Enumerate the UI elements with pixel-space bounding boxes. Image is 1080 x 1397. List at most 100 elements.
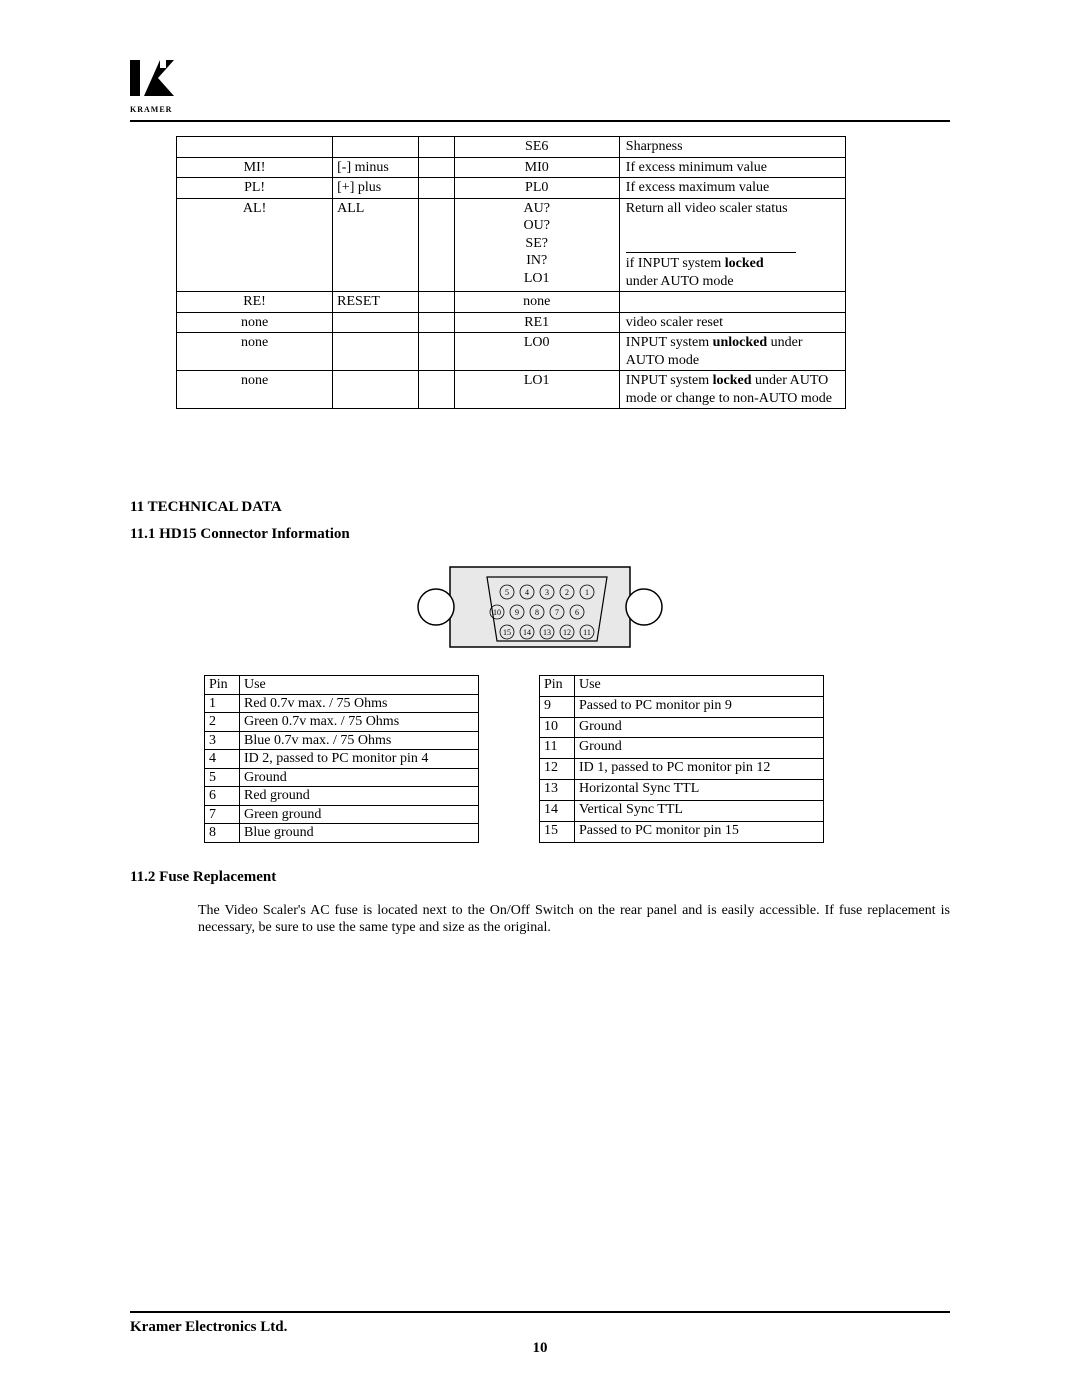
cmd-cell xyxy=(177,137,333,158)
pin-cell: 1 xyxy=(205,694,240,713)
cmd-cell xyxy=(333,312,418,333)
table-row: 12ID 1, passed to PC monitor pin 12 xyxy=(540,759,824,780)
use-cell: Vertical Sync TTL xyxy=(575,800,824,821)
cmd-cell: LO0 xyxy=(454,333,619,371)
pin-header: Pin xyxy=(540,676,575,697)
pin-cell: 14 xyxy=(540,800,575,821)
use-cell: Green ground xyxy=(240,805,479,824)
svg-text:11: 11 xyxy=(583,628,591,637)
use-cell: Green 0.7v max. / 75 Ohms xyxy=(240,713,479,732)
footer-rule xyxy=(130,1311,950,1313)
cmd-cell: none xyxy=(177,312,333,333)
use-cell: ID 1, passed to PC monitor pin 12 xyxy=(575,759,824,780)
cmd-cell: SE6 xyxy=(454,137,619,158)
cmd-cell xyxy=(418,198,454,292)
use-cell: Red ground xyxy=(240,787,479,806)
table-row: 8Blue ground xyxy=(205,824,479,843)
table-row: noneLO0INPUT system unlocked under AUTO … xyxy=(177,333,846,371)
use-cell: Passed to PC monitor pin 15 xyxy=(575,821,824,842)
pin-cell: 11 xyxy=(540,738,575,759)
svg-text:3: 3 xyxy=(545,588,549,597)
cmd-cell xyxy=(418,178,454,199)
cmd-cell: RESET xyxy=(333,292,418,313)
pin-header: Pin xyxy=(205,676,240,695)
pin-tables-container: PinUse1Red 0.7v max. / 75 Ohms2Green 0.7… xyxy=(204,675,824,843)
use-header: Use xyxy=(575,676,824,697)
pin-cell: 5 xyxy=(205,768,240,787)
use-cell: Blue ground xyxy=(240,824,479,843)
svg-text:15: 15 xyxy=(503,628,511,637)
table-row: PL![+] plusPL0If excess maximum value xyxy=(177,178,846,199)
pin-table-left: PinUse1Red 0.7v max. / 75 Ohms2Green 0.7… xyxy=(204,675,479,843)
cmd-cell: If excess minimum value xyxy=(619,157,845,178)
table-row: AL!ALLAU?OU?SE?IN?LO1Return all video sc… xyxy=(177,198,846,292)
cmd-cell xyxy=(333,137,418,158)
cmd-cell: RE! xyxy=(177,292,333,313)
table-row: 2Green 0.7v max. / 75 Ohms xyxy=(205,713,479,732)
svg-text:14: 14 xyxy=(523,628,531,637)
cmd-cell: none xyxy=(177,371,333,409)
cmd-cell: Return all video scaler statusif INPUT s… xyxy=(619,198,845,292)
cmd-cell: AL! xyxy=(177,198,333,292)
logo-text: KRAMER xyxy=(130,105,950,114)
cmd-cell: PL0 xyxy=(454,178,619,199)
table-row: none RE1video scaler reset xyxy=(177,312,846,333)
svg-text:9: 9 xyxy=(515,608,519,617)
table-row: 13Horizontal Sync TTL xyxy=(540,780,824,801)
cmd-cell xyxy=(418,371,454,409)
svg-text:5: 5 xyxy=(505,588,509,597)
kramer-logo-icon xyxy=(130,60,178,104)
pin-cell: 3 xyxy=(205,731,240,750)
table-row: MI![-] minusMI0If excess minimum value xyxy=(177,157,846,178)
table-row: SE6Sharpness xyxy=(177,137,846,158)
cmd-cell xyxy=(333,371,418,409)
svg-text:8: 8 xyxy=(535,608,539,617)
pin-cell: 9 xyxy=(540,696,575,717)
table-row: 10Ground xyxy=(540,717,824,738)
hd15-connector-diagram: 543211098761514131211 xyxy=(410,559,670,655)
subsection-11-1-title: 11.1 HD15 Connector Information xyxy=(130,526,950,543)
page-number: 10 xyxy=(130,1340,950,1357)
pin-table-right: PinUse9Passed to PC monitor pin 910Groun… xyxy=(539,675,824,843)
svg-text:10: 10 xyxy=(493,608,501,617)
cmd-cell: INPUT system locked under AUTO mode or c… xyxy=(619,371,845,409)
use-cell: Passed to PC monitor pin 9 xyxy=(575,696,824,717)
table-row: 11Ground xyxy=(540,738,824,759)
use-cell: Red 0.7v max. / 75 Ohms xyxy=(240,694,479,713)
pin-cell: 13 xyxy=(540,780,575,801)
table-row: PinUse xyxy=(205,676,479,695)
fuse-replacement-text: The Video Scaler's AC fuse is located ne… xyxy=(198,902,950,937)
footer-company: Kramer Electronics Ltd. xyxy=(130,1319,950,1336)
cmd-cell: video scaler reset xyxy=(619,312,845,333)
cmd-cell: If excess maximum value xyxy=(619,178,845,199)
svg-text:2: 2 xyxy=(565,588,569,597)
pin-cell: 2 xyxy=(205,713,240,732)
section-11-title: 11 TECHNICAL DATA xyxy=(130,499,950,516)
use-cell: Ground xyxy=(575,717,824,738)
table-row: 5Ground xyxy=(205,768,479,787)
use-cell: Horizontal Sync TTL xyxy=(575,780,824,801)
pin-cell: 10 xyxy=(540,717,575,738)
table-row: none LO1INPUT system locked under AUTO mo… xyxy=(177,371,846,409)
pin-cell: 12 xyxy=(540,759,575,780)
pin-cell: 7 xyxy=(205,805,240,824)
table-row: 9Passed to PC monitor pin 9 xyxy=(540,696,824,717)
cmd-cell: Sharpness xyxy=(619,137,845,158)
use-cell: Ground xyxy=(240,768,479,787)
command-table: SE6SharpnessMI![-] minusMI0If excess min… xyxy=(176,136,846,409)
table-row: 14Vertical Sync TTL xyxy=(540,800,824,821)
page: KRAMER SE6SharpnessMI![-] minusMI0If exc… xyxy=(0,0,1080,1397)
svg-text:4: 4 xyxy=(525,588,529,597)
svg-text:13: 13 xyxy=(543,628,551,637)
cmd-cell: LO1 xyxy=(454,371,619,409)
page-header: KRAMER xyxy=(130,60,950,122)
page-footer: Kramer Electronics Ltd. 10 xyxy=(130,1311,950,1357)
cmd-cell: MI0 xyxy=(454,157,619,178)
cmd-cell: none xyxy=(454,292,619,313)
cmd-cell: INPUT system unlocked under AUTO mode xyxy=(619,333,845,371)
pin-cell: 4 xyxy=(205,750,240,769)
cmd-cell xyxy=(333,333,418,371)
cmd-cell: RE1 xyxy=(454,312,619,333)
cmd-cell: AU?OU?SE?IN?LO1 xyxy=(454,198,619,292)
pin-cell: 6 xyxy=(205,787,240,806)
